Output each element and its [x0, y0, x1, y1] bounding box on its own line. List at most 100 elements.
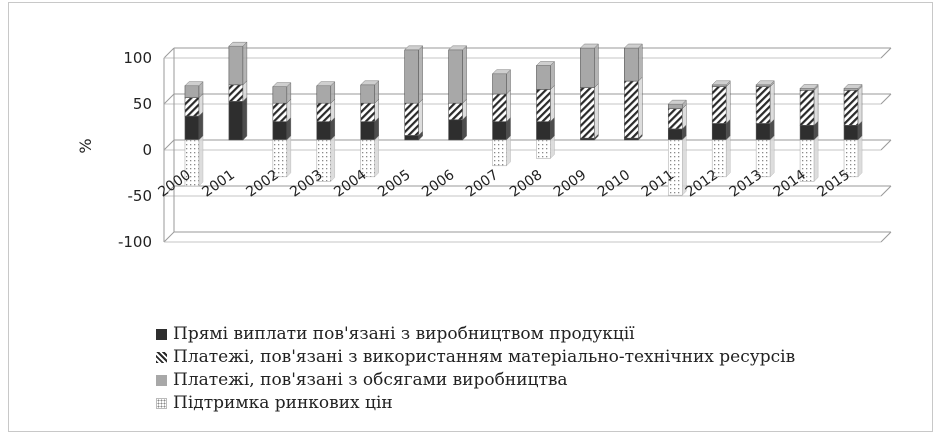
x-tick-label: 2013 — [727, 167, 765, 201]
bar-2002-s2 — [272, 86, 288, 104]
gridline-edge — [880, 47, 892, 59]
bar-2002-s0 — [272, 121, 288, 141]
bar-2007-s2 — [492, 73, 507, 95]
bar-2015-s2 — [843, 88, 859, 91]
bar-side-2012-s3 — [725, 135, 731, 178]
bar-2010-s2 — [624, 47, 639, 82]
bar-2005-s2 — [404, 49, 419, 104]
legend-swatch — [156, 352, 167, 363]
bar-side-2014-s3 — [813, 135, 819, 183]
x-tick-label: 2007 — [463, 167, 501, 201]
bar-side-2007-s1 — [506, 89, 511, 123]
gridline-edge — [880, 93, 892, 105]
x-tick-label: 2000 — [155, 167, 193, 201]
bar-2006-s0 — [448, 119, 463, 141]
gridline-edge — [880, 231, 892, 243]
bar-side-2009-s2 — [594, 43, 599, 89]
bar-2000-s1 — [184, 97, 200, 117]
legend-item: Платежі, пов'язані з обсягами виробництв… — [156, 369, 795, 392]
bar-2012-s1 — [711, 86, 727, 124]
gridline-depth — [163, 231, 175, 243]
bar-cap-2011 — [667, 99, 687, 105]
legend-label: Підтримка ринкових цін — [173, 393, 393, 413]
bar-cap-2014 — [799, 84, 819, 89]
x-tick-label: 2009 — [551, 167, 589, 201]
gridline-depth — [163, 185, 175, 197]
bar-2013-s2 — [755, 84, 771, 87]
y-tick-label: -100 — [118, 233, 152, 251]
bar-cap-2012 — [711, 80, 731, 86]
x-tick-label: 2006 — [419, 167, 457, 201]
y-axis-title: % — [76, 138, 95, 153]
bar-2006-s1 — [448, 102, 463, 121]
bar-side-2001-s0 — [242, 96, 248, 141]
bar-side-2011-s3 — [682, 135, 687, 196]
bar-side-2013-s1 — [769, 82, 775, 125]
bar-2001-s2 — [228, 45, 244, 86]
gridline-depth — [163, 47, 175, 59]
bar-side-2013-s3 — [769, 135, 775, 178]
bar-cap-2000 — [184, 81, 204, 86]
bar-2006-s2 — [448, 49, 463, 104]
bar-2003-s0 — [316, 121, 332, 141]
bar-side-2008-s2 — [550, 60, 555, 91]
bar-side-2009-s1 — [594, 82, 599, 139]
bar-side-2005-s2 — [418, 45, 423, 104]
legend-label: Платежі, пов'язані з використанням матер… — [173, 347, 796, 367]
y-tick-label: 50 — [133, 95, 152, 113]
y-tick-label: -50 — [128, 187, 153, 205]
bar-side-2015-s3 — [857, 135, 863, 178]
legend-item: Платежі, пов'язані з використанням матер… — [156, 346, 795, 369]
bar-2004-s0 — [360, 121, 376, 141]
x-tick-label: 2014 — [771, 167, 809, 201]
bar-cap-2015 — [843, 84, 863, 89]
gridline-edge — [880, 139, 892, 151]
bar-side-2002-s3 — [286, 135, 292, 178]
bar-side-2010-s2 — [638, 43, 643, 82]
bar-cap-2001 — [228, 41, 248, 47]
x-tick-label: 2002 — [243, 167, 281, 201]
bar-2013-s1 — [755, 86, 771, 124]
legend-swatch — [156, 398, 167, 409]
bar-cap-2002 — [272, 82, 292, 87]
x-tick-label: 2012 — [683, 167, 721, 201]
x-tick-label: 2015 — [815, 167, 853, 201]
gridline-edge — [880, 185, 892, 197]
bar-cap-2005 — [404, 45, 424, 51]
bar-2001-s0 — [228, 101, 244, 141]
bar-2015-s1 — [843, 90, 859, 126]
bar-2014-s2 — [799, 88, 815, 91]
bar-2004-s2 — [360, 84, 376, 104]
bar-2001-s1 — [228, 84, 244, 102]
y-tick-label: 100 — [123, 49, 152, 67]
bar-2008-s3 — [536, 139, 551, 159]
bar-2002-s1 — [272, 102, 288, 122]
bar-2009-s1 — [580, 87, 595, 139]
x-tick-label: 2001 — [199, 167, 237, 201]
bar-2000-s0 — [184, 115, 200, 141]
bar-side-2014-s1 — [813, 85, 819, 126]
bar-side-2007-s3 — [506, 135, 511, 167]
chart-frame: -100 -50 0 50 100% 2000 2001 2002 2003 2004 2005 20… — [8, 2, 933, 432]
bar-side-2004-s3 — [374, 135, 379, 178]
bar-2014-s0 — [799, 124, 815, 141]
legend-item: Підтримка ринкових цін — [156, 392, 795, 415]
bar-2004-s1 — [360, 102, 376, 122]
bar-2012-s2 — [711, 84, 727, 87]
bar-2003-s1 — [316, 102, 332, 122]
bar-2011-s2 — [667, 103, 683, 110]
bar-side-2012-s1 — [725, 82, 731, 125]
bar-2005-s1 — [404, 102, 419, 136]
bar-side-2003-s3 — [330, 135, 336, 183]
bar-2003-s2 — [316, 85, 332, 104]
bar-2005-s0 — [404, 135, 419, 141]
bar-cap-2013 — [755, 80, 775, 86]
legend: Прямі виплати пов'язані з виробництвом п… — [156, 323, 795, 415]
bar-2008-s0 — [536, 121, 551, 141]
bar-2011-s1 — [667, 108, 683, 130]
bar-2011-s3 — [667, 139, 683, 196]
bar-side-2000-s0 — [198, 111, 204, 141]
bar-side-2006-s2 — [462, 45, 467, 104]
legend-item: Прямі виплати пов'язані з виробництвом п… — [156, 323, 795, 346]
legend-label: Прямі виплати пов'язані з виробництвом п… — [173, 324, 635, 344]
